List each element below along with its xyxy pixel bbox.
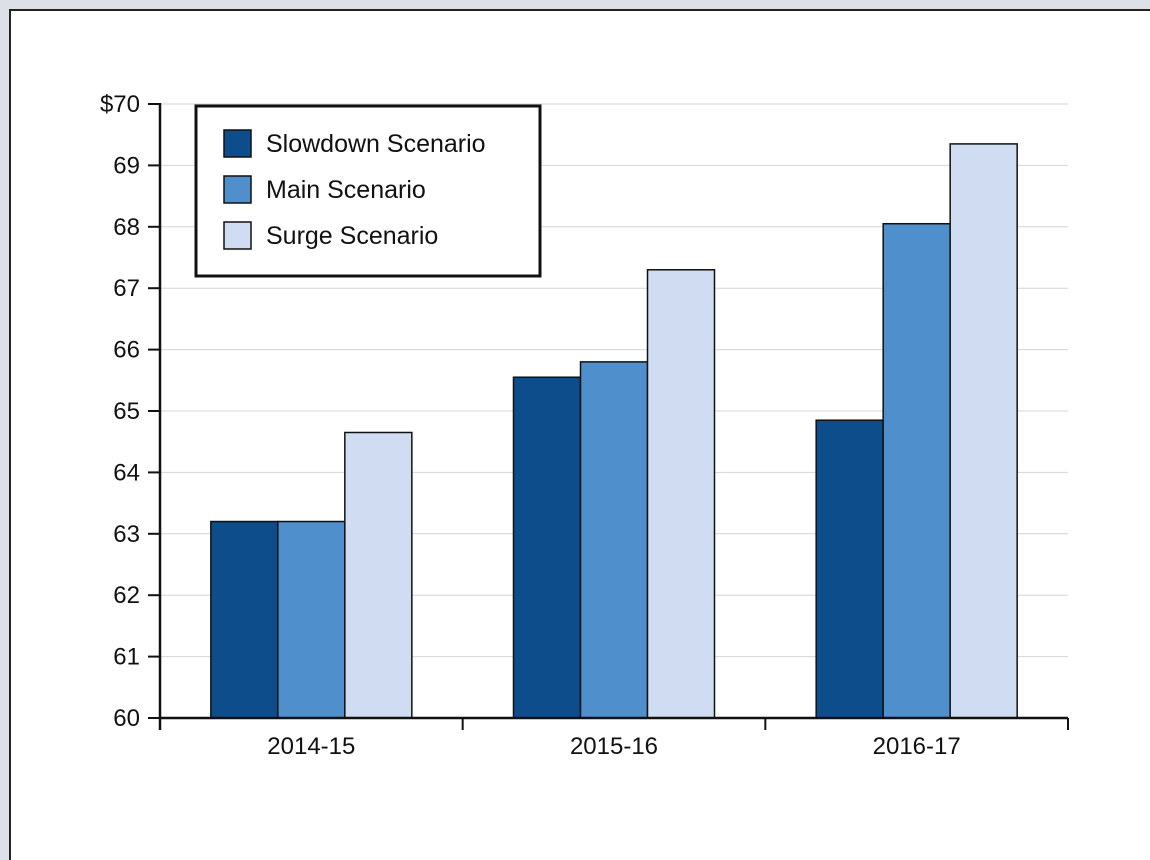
y-tick-label: 66	[113, 337, 140, 364]
bar-main-scenario-2015-16	[579, 361, 649, 719]
legend-box	[194, 104, 542, 278]
x-tick-label: 2016-17	[873, 733, 961, 760]
bar-main-scenario-2016-17	[882, 222, 951, 719]
legend: Slowdown Scenario Main Scenario Surge Scen…	[194, 104, 542, 278]
bar-surge-scenario-2014-15	[344, 431, 413, 719]
y-tick-label: 68	[113, 214, 140, 241]
y-tick-label: 60	[113, 705, 140, 732]
x-tick-label: 2014-15	[267, 733, 355, 760]
y-tick-label: 67	[113, 275, 140, 302]
legend-swatch	[223, 129, 252, 158]
legend-label: Main Scenario	[266, 176, 426, 204]
y-tick-label: 69	[113, 152, 140, 179]
legend-swatch	[223, 221, 252, 250]
bar-main-scenario-2014-15	[277, 520, 346, 719]
bars	[210, 143, 1018, 719]
y-tick-label: 64	[113, 459, 140, 486]
bar-slowdown-scenario-2016-17	[815, 419, 884, 719]
y-tick-label: 65	[113, 398, 140, 425]
x-tick-label: 2015-16	[570, 733, 658, 760]
y-tick-label: 62	[113, 582, 140, 609]
y-tick-label: $70	[100, 91, 140, 118]
axes: $70 69 68 67 66 65 64 63 62 61 60 2014-15 2015-16 201…	[100, 91, 1069, 760]
bar-slowdown-scenario-2015-16	[512, 376, 582, 719]
bar-surge-scenario-2015-16	[646, 269, 716, 719]
y-tick-label: 61	[113, 644, 140, 671]
bar-slowdown-scenario-2014-15	[210, 520, 279, 719]
legend-label: Slowdown Scenario	[266, 130, 486, 158]
legend-swatch	[223, 175, 252, 204]
y-tick-label: 63	[113, 521, 140, 548]
legend-label: Surge Scenario	[266, 222, 438, 250]
bar-surge-scenario-2016-17	[949, 143, 1018, 719]
